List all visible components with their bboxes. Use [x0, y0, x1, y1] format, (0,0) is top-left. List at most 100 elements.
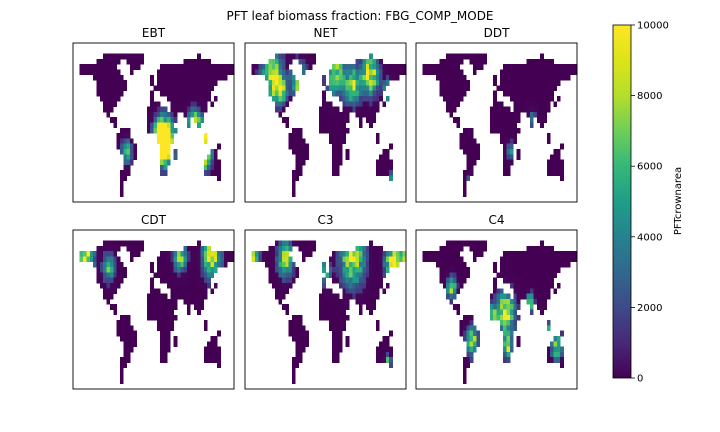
heatmap-cell [180, 267, 185, 273]
heatmap-cell [180, 251, 185, 257]
heatmap-cell [355, 69, 360, 76]
heatmap-cell [305, 336, 310, 342]
heatmap-cell [365, 80, 370, 86]
heatmap-cell [389, 170, 393, 176]
heatmap-cell [509, 111, 514, 118]
heatmap-cell [200, 117, 205, 123]
heatmap-cell [553, 261, 558, 268]
heatmap-cell [385, 170, 390, 176]
heatmap-cell [163, 159, 168, 166]
heatmap-cell [446, 69, 450, 76]
heatmap-cell [359, 101, 363, 107]
heatmap-cell [133, 154, 138, 160]
heatmap-cell [278, 74, 283, 81]
heatmap-cell [513, 277, 517, 284]
heatmap-cell [187, 298, 191, 305]
heatmap-cell [493, 314, 497, 321]
heatmap-cell [382, 64, 387, 70]
heatmap-cell [322, 314, 326, 321]
heatmap-cell [213, 357, 218, 363]
heatmap-cell [345, 336, 350, 342]
heatmap-cell [362, 245, 367, 252]
heatmap-cell [213, 267, 218, 273]
heatmap-cell [355, 298, 360, 305]
heatmap-cell [106, 245, 111, 252]
heatmap-cell [217, 256, 221, 263]
heatmap-cell [392, 256, 397, 263]
heatmap-cell [375, 256, 380, 263]
heatmap-cell [550, 58, 554, 65]
heatmap-cell [160, 133, 164, 139]
heatmap-cell [163, 261, 168, 268]
heatmap-cell [513, 288, 517, 294]
heatmap-cell [530, 267, 534, 273]
heatmap-cell [355, 272, 360, 279]
heatmap-cell [456, 69, 460, 76]
heatmap-cell [207, 85, 211, 92]
heatmap-cell [160, 357, 164, 363]
heatmap-cell [519, 283, 524, 289]
heatmap-cell [298, 149, 303, 155]
heatmap-cell [335, 159, 340, 166]
heatmap-cell [530, 293, 534, 300]
heatmap-cell [113, 58, 117, 65]
heatmap-cell [375, 159, 380, 166]
heatmap-cell [523, 90, 528, 97]
heatmap-cell [473, 245, 477, 252]
heatmap-cell [197, 122, 201, 129]
heatmap-cell [342, 298, 346, 305]
heatmap-cell [476, 53, 481, 60]
heatmap-cell [302, 251, 306, 257]
heatmap-cell [372, 64, 377, 70]
heatmap-cell [150, 309, 154, 316]
heatmap-cell [382, 85, 387, 92]
heatmap-cell [452, 106, 457, 113]
heatmap-cell [499, 304, 504, 310]
heatmap-cell [506, 164, 511, 171]
heatmap-cell [473, 256, 477, 263]
heatmap-cell [365, 85, 370, 92]
heatmap-cell [207, 261, 211, 268]
heatmap-cell [170, 133, 174, 139]
heatmap-cell [268, 267, 273, 273]
heatmap-cell [197, 106, 201, 113]
heatmap-cell [452, 256, 457, 263]
heatmap-cell [446, 101, 450, 107]
heatmap-cell [278, 80, 283, 86]
heatmap-cell [473, 69, 477, 76]
heatmap-cell [550, 277, 554, 284]
heatmap-cell [369, 256, 373, 263]
heatmap-cell [285, 272, 289, 279]
heatmap-cell [556, 170, 561, 176]
heatmap-cell [399, 256, 403, 263]
heatmap-cell [509, 143, 514, 150]
heatmap-cell [513, 138, 517, 145]
heatmap-cell [442, 277, 447, 284]
heatmap-cell [573, 64, 578, 70]
heatmap-cell [469, 330, 474, 337]
heatmap-cell [365, 298, 370, 305]
heatmap-cell [96, 85, 101, 92]
heatmap-cell [109, 267, 114, 273]
heatmap-cell [348, 261, 353, 268]
heatmap-cell [375, 74, 380, 81]
heatmap-cell [133, 341, 138, 347]
heatmap-cell [553, 164, 558, 171]
heatmap-cell [150, 304, 154, 310]
heatmap-cell [170, 272, 174, 279]
heatmap-cell [449, 277, 454, 284]
heatmap-cell [103, 251, 107, 257]
heatmap-cell [153, 117, 158, 123]
heatmap-cell [459, 90, 464, 97]
heatmap-cell [469, 154, 474, 160]
heatmap-cell [543, 293, 548, 300]
heatmap-cell [530, 283, 534, 289]
heatmap-cell [116, 53, 121, 60]
heatmap-cell [119, 127, 124, 134]
heatmap-cell [338, 251, 343, 257]
heatmap-cell [449, 111, 454, 118]
heatmap-cell [332, 143, 336, 150]
heatmap-cell [163, 304, 168, 310]
heatmap-cell [190, 69, 195, 76]
